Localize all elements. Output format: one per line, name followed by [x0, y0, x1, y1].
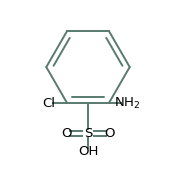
Text: O: O [61, 127, 71, 140]
Text: S: S [84, 127, 92, 140]
Text: O: O [105, 127, 115, 140]
Text: Cl: Cl [42, 97, 55, 110]
Text: NH$_2$: NH$_2$ [114, 96, 140, 111]
Text: OH: OH [78, 145, 98, 158]
